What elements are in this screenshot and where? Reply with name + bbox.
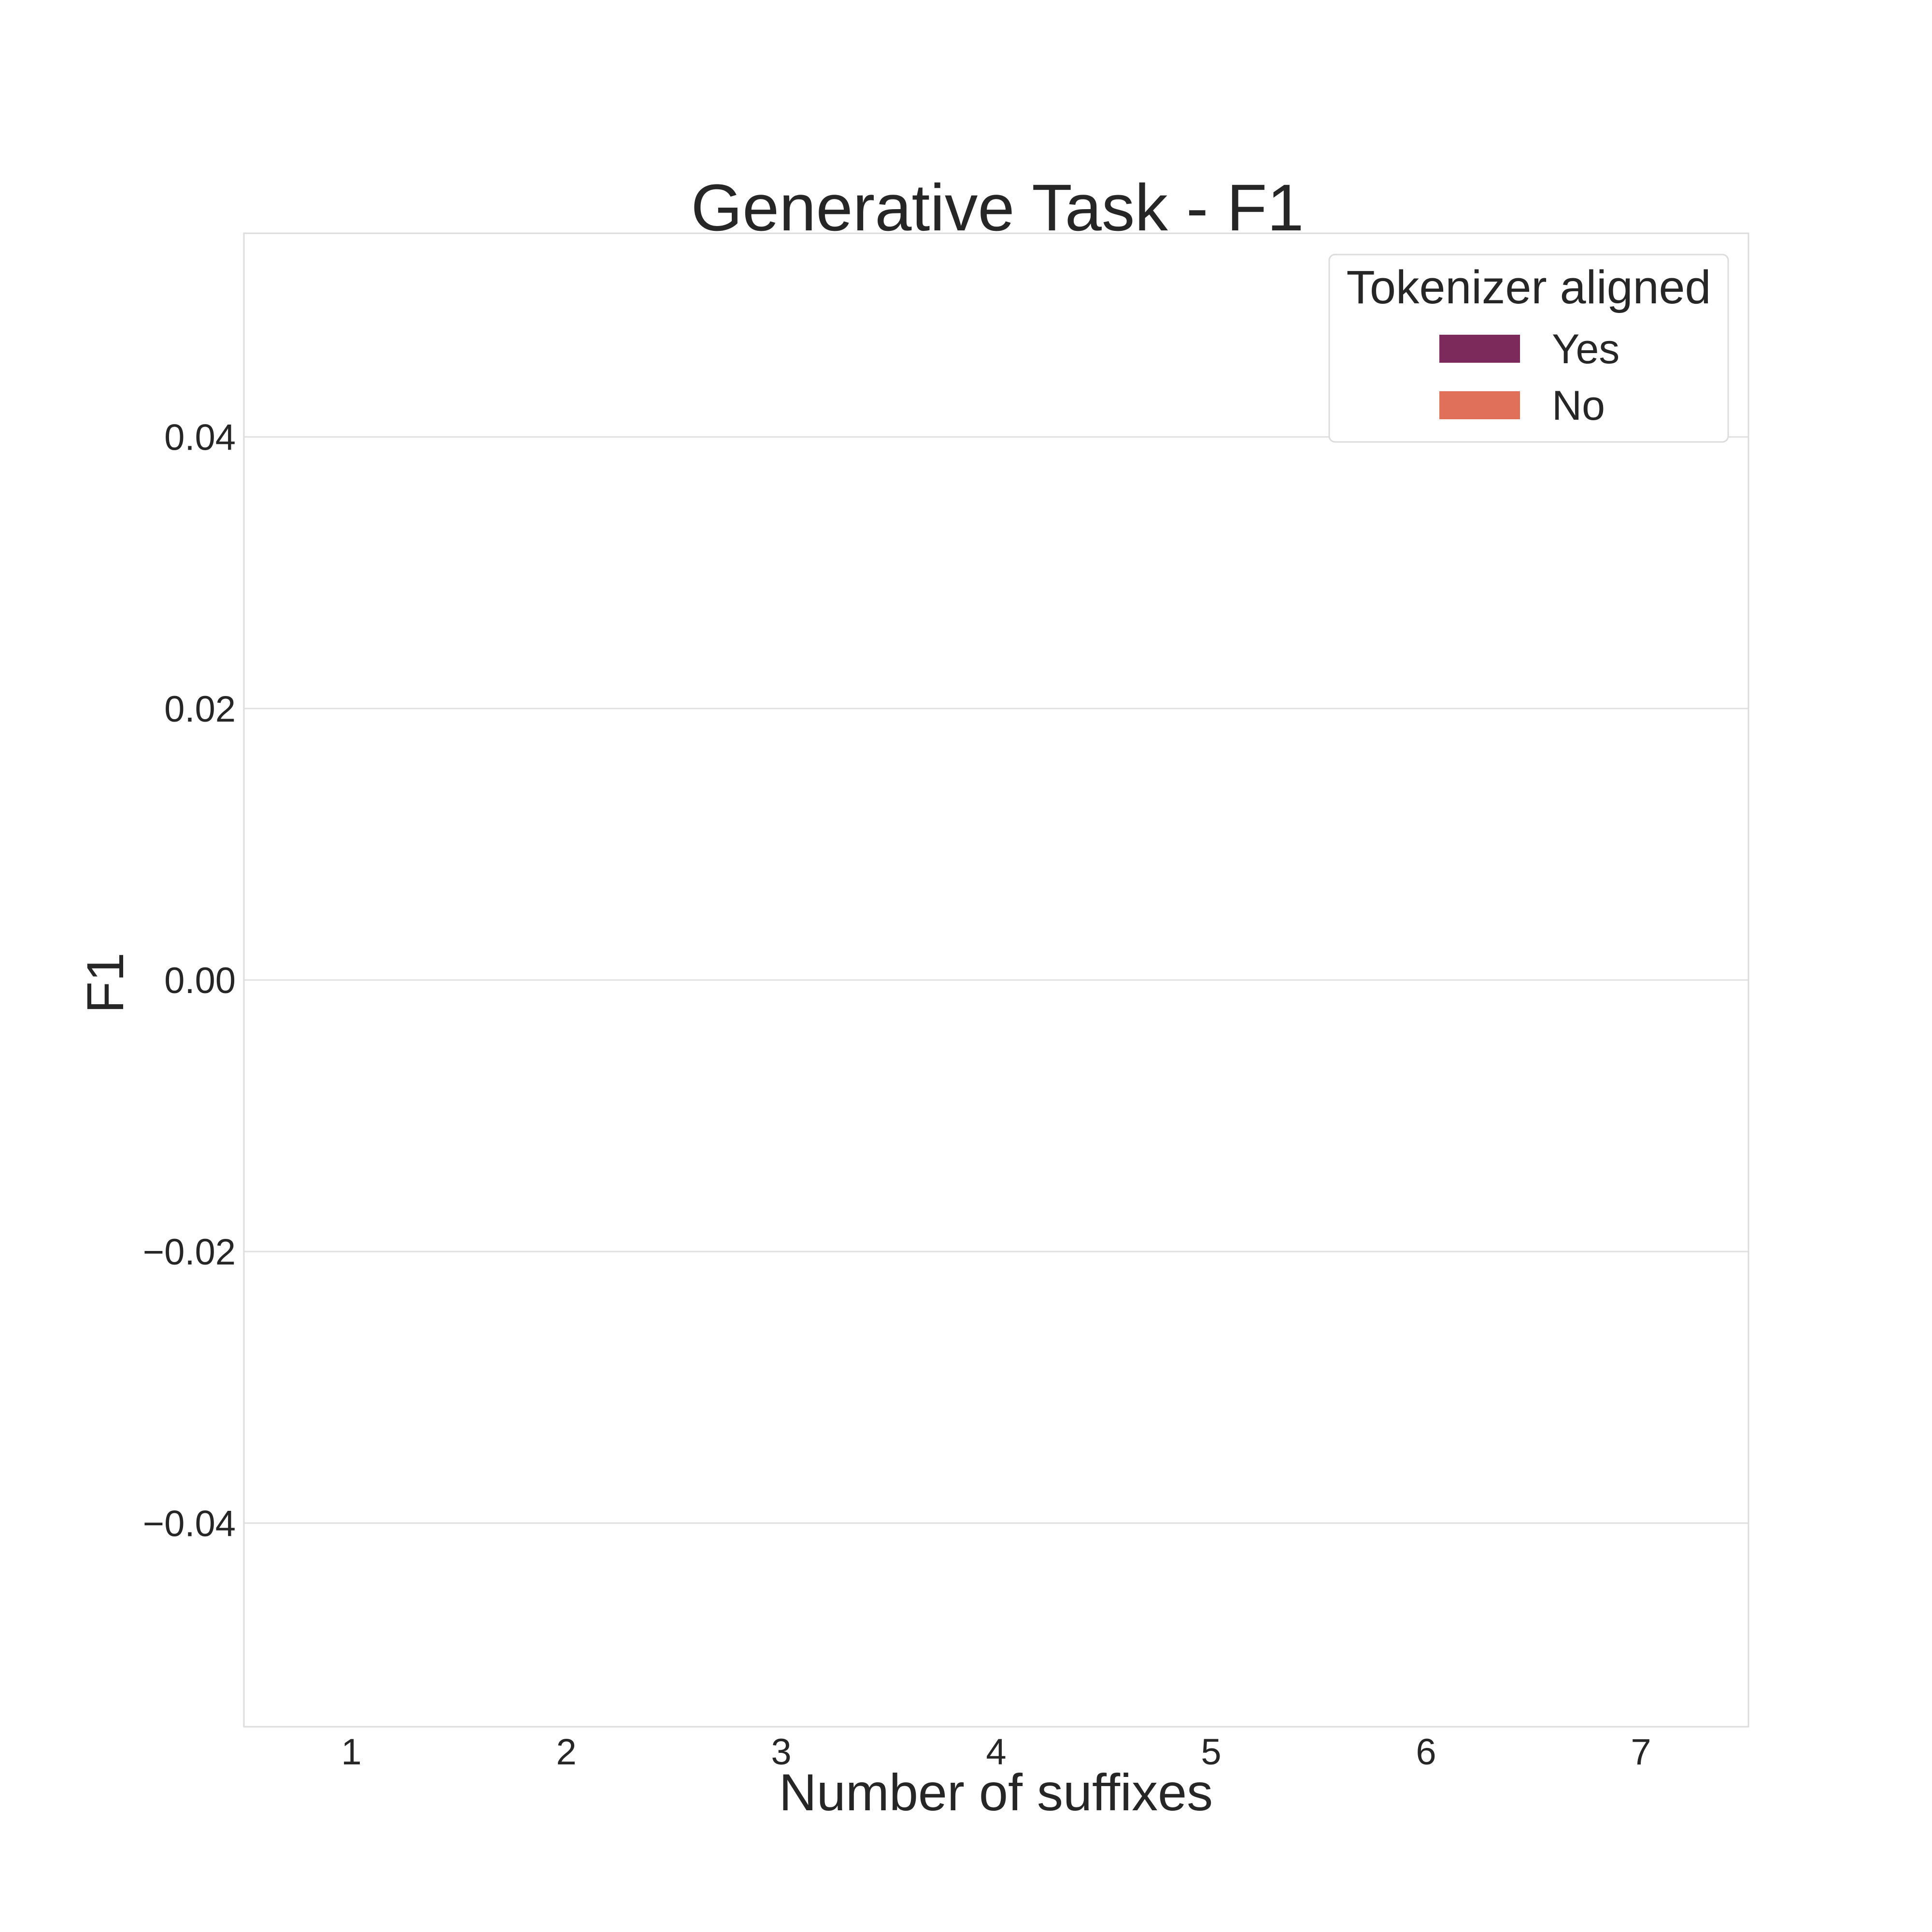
legend: Tokenizer aligned Yes No xyxy=(1328,254,1729,443)
y-tick-label: −0.04 xyxy=(143,1503,236,1544)
x-ticks: 1 2 3 4 5 6 7 xyxy=(341,1732,1651,1773)
x-tick-label: 3 xyxy=(771,1732,791,1773)
legend-box xyxy=(1328,254,1729,443)
y-ticks: −0.04 −0.02 0.00 0.02 0.04 xyxy=(143,417,236,1545)
x-tick-label: 5 xyxy=(1201,1732,1221,1773)
legend-label-yes: Yes xyxy=(1552,326,1619,372)
x-tick-label: 2 xyxy=(556,1732,576,1773)
x-tick-label: 4 xyxy=(986,1732,1006,1773)
legend-swatch-yes xyxy=(1439,335,1520,363)
y-tick-label: 0.04 xyxy=(164,417,236,458)
x-tick-label: 6 xyxy=(1416,1732,1436,1773)
gridlines xyxy=(244,436,1748,1524)
legend-swatch-no xyxy=(1439,391,1520,419)
y-tick-label: −0.02 xyxy=(143,1232,236,1273)
y-axis-label: F1 xyxy=(76,952,134,1013)
x-axis-label: Number of suffixes xyxy=(779,1763,1213,1821)
legend-label-no: No xyxy=(1552,383,1605,429)
legend-title: Tokenizer aligned xyxy=(1347,261,1711,313)
x-tick-label: 7 xyxy=(1631,1732,1651,1773)
y-tick-label: 0.02 xyxy=(164,689,236,730)
x-tick-label: 1 xyxy=(341,1732,361,1773)
plot-frame xyxy=(243,232,1749,1728)
y-tick-label: 0.00 xyxy=(164,960,236,1001)
